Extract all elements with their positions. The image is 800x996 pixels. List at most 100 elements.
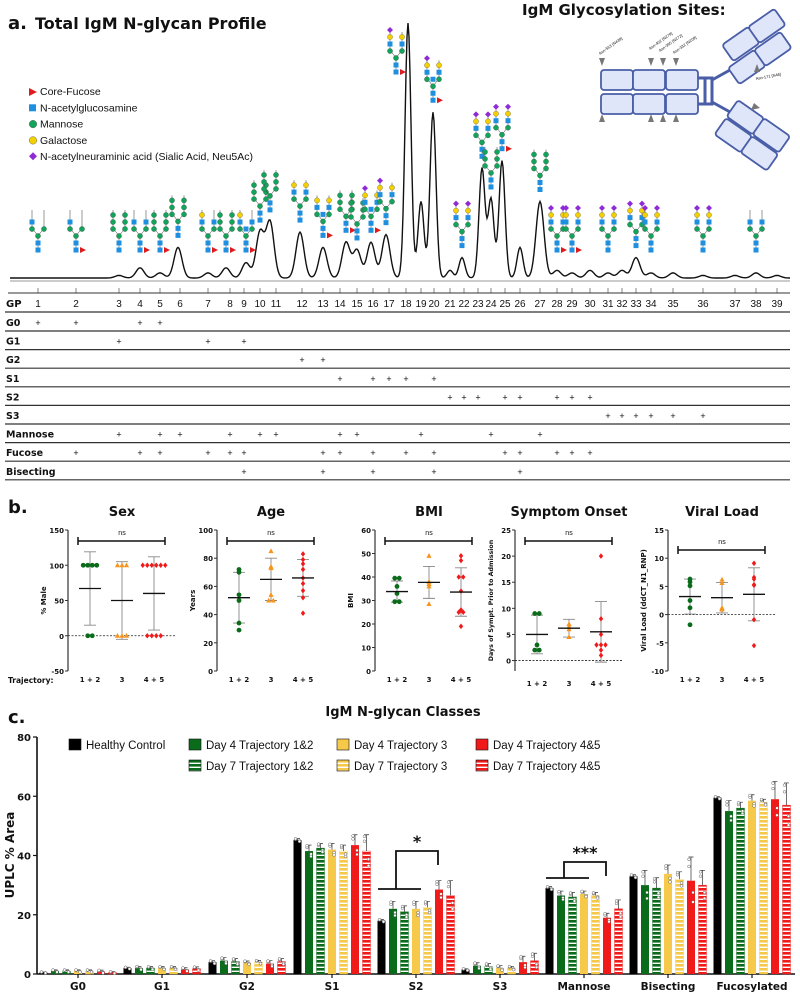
table-row: Bisecting + + + + + bbox=[6, 467, 523, 478]
bar bbox=[713, 797, 722, 974]
core-fucose-icon bbox=[164, 247, 170, 253]
replicate-point bbox=[656, 891, 661, 895]
table-row: Mannose + + + + + + + + + + + bbox=[6, 430, 543, 441]
replicate-point bbox=[439, 892, 443, 896]
galactose-icon bbox=[505, 110, 511, 117]
row-mark: + bbox=[587, 392, 592, 402]
glcnac-icon bbox=[267, 207, 273, 213]
row-mark: + bbox=[73, 448, 78, 458]
y-axis-label: BMI bbox=[347, 593, 355, 608]
replicate-point bbox=[664, 866, 668, 871]
row-label: Fucose bbox=[6, 448, 43, 459]
data-point-circle bbox=[394, 591, 400, 596]
replicate-point bbox=[725, 800, 729, 804]
glcnac-icon bbox=[257, 217, 263, 223]
glcnac-icon bbox=[430, 90, 436, 96]
chart-title: IgM N-glycan Classes bbox=[325, 705, 480, 720]
mannose-icon bbox=[291, 196, 297, 202]
domain-box bbox=[632, 93, 666, 115]
bar bbox=[519, 962, 527, 974]
legend-label: Core-Fucose bbox=[40, 86, 101, 98]
glycan-structure bbox=[131, 210, 150, 253]
significance-bracket bbox=[226, 537, 315, 545]
glcnac-icon bbox=[297, 217, 303, 223]
glcnac-icon bbox=[387, 41, 393, 47]
replicate-point bbox=[763, 803, 768, 807]
x-group-label: 3 bbox=[567, 680, 572, 688]
mannose-icon bbox=[633, 228, 639, 235]
glcnac-icon bbox=[249, 219, 255, 225]
mannose-icon bbox=[320, 218, 326, 225]
gp-number: 18 bbox=[400, 299, 412, 310]
y-tick-label: 80 bbox=[203, 555, 213, 563]
gp-number: 12 bbox=[296, 299, 308, 310]
bar bbox=[641, 885, 649, 974]
row-mark: + bbox=[418, 430, 423, 440]
data-point-circle bbox=[85, 562, 91, 568]
replicate-point bbox=[771, 781, 775, 785]
replicate-point bbox=[231, 957, 236, 961]
glcnac-icon bbox=[243, 240, 249, 246]
gp-number: 32 bbox=[616, 299, 628, 310]
glycan-structure bbox=[291, 180, 309, 223]
table-row: S1 + + + + + bbox=[6, 374, 437, 385]
glcnac-icon bbox=[137, 240, 143, 246]
gp-number: 34 bbox=[645, 299, 657, 310]
replicate-point bbox=[435, 879, 439, 884]
bar bbox=[51, 971, 59, 974]
panel-c-nglycan-classes-chart: c. IgM N-glycan Classes 0 20 40 60 80 UPLC % … bbox=[3, 705, 795, 993]
row-mark: + bbox=[587, 448, 592, 458]
glcnac-icon bbox=[297, 210, 303, 216]
row-mark: + bbox=[137, 448, 142, 458]
replicate-point bbox=[679, 881, 684, 885]
site-marker-icon bbox=[660, 58, 666, 66]
data-point-diamond bbox=[751, 576, 757, 582]
glcnac-icon bbox=[354, 228, 360, 234]
legend-swatch bbox=[336, 759, 350, 772]
mannose-icon bbox=[482, 156, 488, 162]
plot-title: Viral Load bbox=[685, 505, 759, 520]
gp-number: 36 bbox=[697, 299, 709, 310]
data-point-triangle bbox=[268, 565, 274, 571]
x-tick-label: G1 bbox=[154, 981, 170, 993]
row-mark: + bbox=[403, 448, 408, 458]
legend-swatch bbox=[336, 738, 350, 751]
data-point-circle bbox=[394, 584, 400, 589]
glcnac-icon bbox=[575, 219, 581, 225]
bar bbox=[614, 908, 623, 975]
table-row: S2 + + + + + + + + bbox=[6, 392, 593, 403]
mannose-icon bbox=[531, 165, 537, 172]
gp-number: 24 bbox=[485, 299, 497, 310]
legend-label: Healthy Control bbox=[86, 740, 165, 752]
significance-bracket bbox=[677, 546, 766, 554]
glycan-structure bbox=[67, 210, 86, 253]
glcnac-icon bbox=[473, 125, 479, 131]
bar bbox=[362, 850, 371, 975]
row-mark: + bbox=[517, 467, 522, 477]
data-point-circle bbox=[236, 598, 242, 603]
replicate-point bbox=[618, 915, 623, 919]
row-mark: + bbox=[35, 318, 40, 328]
replicate-point bbox=[412, 900, 416, 904]
glcnac-icon bbox=[175, 232, 181, 238]
y-tick-label: 100 bbox=[198, 527, 213, 535]
row-mark: + bbox=[554, 448, 559, 458]
mannose-icon bbox=[389, 198, 395, 205]
bar bbox=[664, 873, 672, 974]
bar bbox=[473, 965, 481, 974]
chromatogram-trace bbox=[10, 22, 790, 279]
data-point-diamond bbox=[751, 560, 757, 567]
data-point-triangle bbox=[119, 632, 125, 638]
error-bar bbox=[772, 781, 778, 800]
bar bbox=[339, 850, 348, 975]
glcnac-icon bbox=[700, 240, 706, 246]
replicate-point bbox=[668, 880, 672, 884]
glcnac-icon bbox=[560, 219, 566, 225]
data-point-diamond bbox=[461, 574, 466, 580]
galactose-icon bbox=[694, 212, 700, 218]
galactose-icon bbox=[485, 118, 491, 125]
row-mark: + bbox=[205, 337, 210, 347]
glcnac-icon bbox=[377, 192, 383, 198]
row-mark: + bbox=[320, 355, 325, 365]
glcnac-icon bbox=[499, 139, 505, 145]
